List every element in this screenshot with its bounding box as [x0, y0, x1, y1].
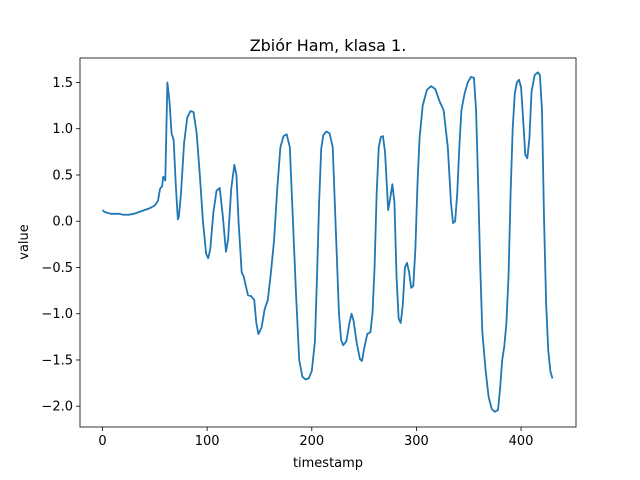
x-tick-label: 0	[98, 434, 106, 449]
y-tick-label: 1.5	[52, 76, 73, 91]
series-line	[101, 71, 554, 413]
y-tick-label: −1.5	[41, 353, 73, 368]
y-tick-label: 0.0	[52, 215, 73, 230]
y-tick-label: −2.0	[41, 400, 73, 415]
y-tick-label: 0.5	[52, 168, 73, 183]
x-tick-label: 300	[404, 434, 429, 449]
x-axis: 0 100 200 300 400	[98, 427, 533, 449]
y-tick-label: −1.0	[41, 307, 73, 322]
y-tick-label: 1.0	[52, 122, 73, 137]
y-tick-label: −0.5	[41, 261, 73, 276]
y-axis-label: value	[17, 224, 32, 260]
axes-frame	[79, 57, 577, 428]
y-axis: −2.0 −1.5 −1.0 −0.5 0.0 0.5 1.0 1.5	[41, 76, 80, 415]
x-tick-label: 200	[299, 434, 324, 449]
x-tick-label: 400	[509, 434, 534, 449]
x-tick-label: 100	[195, 434, 220, 449]
chart-title: Zbiór Ham, klasa 1.	[250, 36, 407, 55]
plot-area	[101, 71, 554, 413]
x-axis-label: timestamp	[293, 456, 363, 471]
